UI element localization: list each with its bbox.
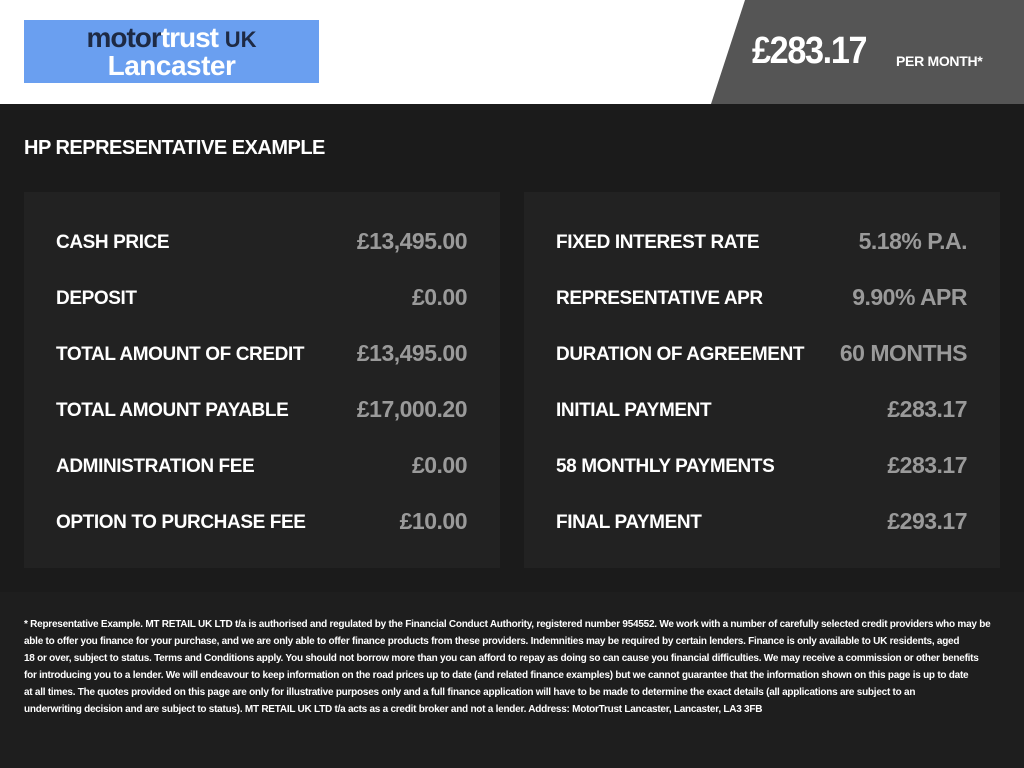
row-value: £0.00 xyxy=(411,284,468,310)
row-label: TOTAL AMOUNT PAYABLE xyxy=(56,400,289,421)
disclaimer-line: underwriting decision and are subject to… xyxy=(24,704,763,715)
row-label: CASH PRICE xyxy=(56,232,170,253)
disclaimer-line: * Representative Example. MT RETAIL UK L… xyxy=(24,619,991,630)
row-value: £10.00 xyxy=(399,508,468,534)
finance-row: TOTAL AMOUNT OF CREDIT £13,495.00 xyxy=(56,340,468,370)
row-label: REPRESENTATIVE APR xyxy=(556,288,763,309)
row-value: £283.17 xyxy=(887,396,967,422)
row-value: £293.17 xyxy=(887,508,967,534)
finance-row: INITIAL PAYMENT £283.17 xyxy=(556,396,967,426)
disclaimer: * Representative Example. MT RETAIL UK L… xyxy=(24,616,991,718)
row-label: INITIAL PAYMENT xyxy=(556,400,712,421)
finance-row: OPTION TO PURCHASE FEE £10.00 xyxy=(56,508,468,538)
row-label: FIXED INTEREST RATE xyxy=(556,232,760,253)
monthly-price: £283.17 xyxy=(752,30,868,72)
price-panel xyxy=(711,0,1024,104)
row-value: £13,495.00 xyxy=(356,228,468,254)
finance-row: REPRESENTATIVE APR 9.90% APR xyxy=(556,284,967,314)
finance-row: DURATION OF AGREEMENT 60 MONTHS xyxy=(556,340,968,370)
row-value: 60 MONTHS xyxy=(839,340,968,366)
disclaimer-line: able to offer you finance for your purch… xyxy=(24,636,960,647)
row-value: £0.00 xyxy=(411,452,468,478)
finance-row: CASH PRICE £13,495.00 xyxy=(56,228,468,258)
row-value: £283.17 xyxy=(887,452,967,478)
finance-row: FIXED INTEREST RATE 5.18% P.A. xyxy=(556,228,968,258)
disclaimer-line: 18 or over, subject to status. Terms and… xyxy=(24,653,979,664)
finance-row: FINAL PAYMENT £293.17 xyxy=(556,508,967,538)
logo-location: Lancaster xyxy=(107,50,236,81)
finance-row: 58 MONTHLY PAYMENTS £283.17 xyxy=(556,452,967,482)
finance-row: ADMINISTRATION FEE £0.00 xyxy=(56,452,468,482)
logo[interactable]: motortrust UK Lancaster xyxy=(24,20,319,83)
row-label: 58 MONTHLY PAYMENTS xyxy=(556,456,775,477)
row-value: £17,000.20 xyxy=(356,396,468,422)
row-label: ADMINISTRATION FEE xyxy=(56,456,255,477)
logo-text-trust: trust xyxy=(160,22,219,53)
finance-row: TOTAL AMOUNT PAYABLE £17,000.20 xyxy=(56,396,468,426)
disclaimer-line: at all times. The quotes provided on thi… xyxy=(24,687,916,698)
footer: * Representative Example. MT RETAIL UK L… xyxy=(0,592,1024,768)
per-month-label: PER MONTH* xyxy=(896,53,983,69)
row-label: FINAL PAYMENT xyxy=(556,512,702,533)
finance-panel-right: FIXED INTEREST RATE 5.18% P.A. REPRESENTAT… xyxy=(524,192,1000,568)
logo-text-uk: UK xyxy=(224,27,257,52)
row-label: DURATION OF AGREEMENT xyxy=(556,344,805,365)
row-label: DEPOSIT xyxy=(56,288,137,309)
row-value: 9.90% APR xyxy=(852,284,967,310)
row-label: TOTAL AMOUNT OF CREDIT xyxy=(56,344,305,365)
row-value: 5.18% P.A. xyxy=(858,228,968,254)
row-label: OPTION TO PURCHASE FEE xyxy=(56,512,306,533)
finance-panel-left: CASH PRICE £13,495.00 DEPOSIT £0.00 TOTAL AM… xyxy=(24,192,500,568)
disclaimer-line: for introducing you to a lender. We will… xyxy=(24,670,969,681)
logo-text-motor: motor xyxy=(86,22,161,53)
row-value: £13,495.00 xyxy=(356,340,468,366)
page-title: HP REPRESENTATIVE EXAMPLE xyxy=(24,137,325,159)
finance-row: DEPOSIT £0.00 xyxy=(56,284,468,314)
